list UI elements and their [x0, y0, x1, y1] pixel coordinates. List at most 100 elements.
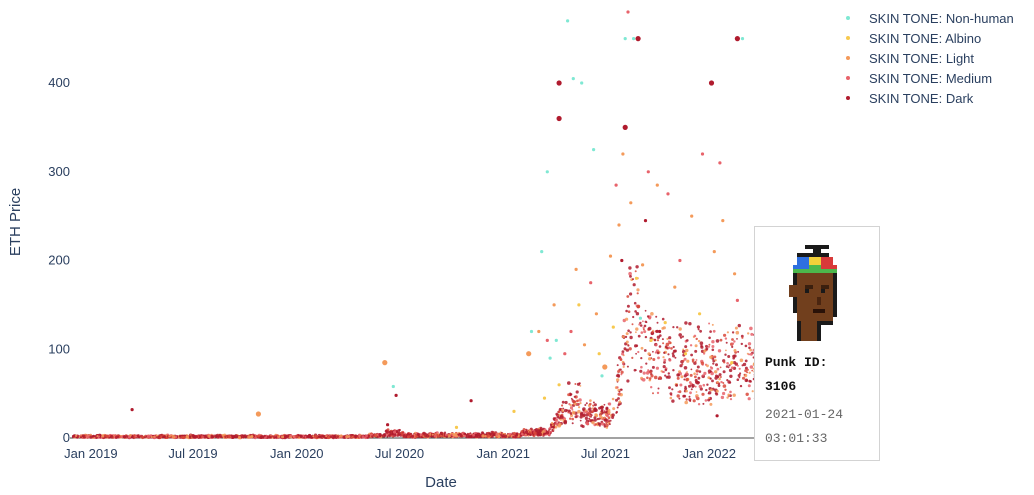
trade-point[interactable]: [748, 346, 751, 350]
trade-point[interactable]: [705, 344, 708, 348]
series-point[interactable]: [715, 414, 719, 418]
trade-point[interactable]: [690, 368, 693, 371]
trade-point[interactable]: [416, 432, 420, 436]
trade-point[interactable]: [684, 345, 688, 349]
trade-point[interactable]: [424, 434, 427, 438]
trade-point[interactable]: [155, 436, 159, 439]
trade-point[interactable]: [703, 371, 707, 375]
trade-point[interactable]: [694, 360, 697, 363]
trade-point[interactable]: [718, 373, 722, 377]
trade-point[interactable]: [150, 435, 153, 439]
trade-point[interactable]: [727, 355, 731, 358]
trade-point[interactable]: [709, 402, 713, 406]
trade-point[interactable]: [625, 317, 629, 321]
trade-point[interactable]: [637, 350, 640, 354]
trade-point[interactable]: [650, 386, 653, 389]
trade-point[interactable]: [678, 390, 682, 394]
trade-point[interactable]: [625, 332, 629, 336]
trade-point[interactable]: [726, 396, 729, 399]
trade-point[interactable]: [591, 420, 595, 425]
series-point[interactable]: [529, 329, 534, 334]
trade-point[interactable]: [529, 433, 532, 437]
trade-point[interactable]: [520, 434, 522, 437]
trade-point[interactable]: [697, 403, 701, 406]
series-point[interactable]: [740, 37, 745, 41]
trade-point[interactable]: [747, 342, 752, 346]
trade-point[interactable]: [591, 407, 594, 410]
trade-point[interactable]: [617, 403, 620, 407]
trade-point[interactable]: [607, 408, 611, 412]
trade-point[interactable]: [592, 401, 595, 404]
trade-point[interactable]: [543, 428, 547, 431]
trade-point[interactable]: [578, 406, 581, 409]
trade-point[interactable]: [706, 364, 709, 368]
trade-point[interactable]: [407, 435, 410, 439]
trade-point[interactable]: [661, 338, 664, 341]
trade-point[interactable]: [657, 356, 660, 360]
trade-point[interactable]: [561, 408, 564, 411]
trade-point[interactable]: [605, 423, 609, 428]
trade-point[interactable]: [677, 390, 680, 393]
trade-point[interactable]: [748, 371, 751, 374]
trade-point[interactable]: [210, 434, 214, 439]
trade-point[interactable]: [558, 423, 562, 427]
trade-point[interactable]: [726, 331, 730, 334]
trade-point[interactable]: [616, 364, 619, 367]
trade-point[interactable]: [115, 435, 118, 439]
trade-point[interactable]: [158, 435, 161, 438]
trade-point[interactable]: [672, 345, 675, 349]
trade-point[interactable]: [708, 397, 711, 399]
trade-point[interactable]: [207, 434, 211, 438]
trade-point[interactable]: [276, 434, 279, 437]
trade-point[interactable]: [419, 433, 423, 437]
legend-item-non-human[interactable]: SKIN TONE: Non-human: [842, 8, 1014, 28]
trade-point[interactable]: [168, 435, 171, 438]
trade-point[interactable]: [431, 433, 434, 436]
series-point[interactable]: [629, 201, 633, 205]
trade-point[interactable]: [697, 339, 701, 343]
trade-point[interactable]: [704, 399, 708, 402]
trade-point[interactable]: [667, 353, 670, 356]
trade-point[interactable]: [641, 378, 646, 382]
trade-point[interactable]: [716, 375, 720, 379]
trade-point[interactable]: [732, 393, 736, 397]
trade-point[interactable]: [555, 422, 559, 426]
trade-point[interactable]: [649, 370, 652, 374]
trade-point[interactable]: [674, 356, 677, 359]
trade-point[interactable]: [722, 384, 727, 388]
trade-point[interactable]: [747, 384, 751, 388]
trade-point[interactable]: [163, 435, 166, 439]
trade-point[interactable]: [739, 384, 743, 388]
trade-point[interactable]: [615, 410, 618, 414]
series-point[interactable]: [638, 316, 643, 320]
trade-point[interactable]: [667, 372, 670, 375]
series-point[interactable]: [683, 352, 688, 356]
trade-point[interactable]: [675, 384, 678, 387]
trade-point[interactable]: [577, 409, 581, 414]
series-point[interactable]: [582, 343, 587, 347]
trade-point[interactable]: [588, 417, 591, 420]
trade-point[interactable]: [554, 418, 559, 423]
trade-point[interactable]: [72, 435, 76, 438]
trade-point[interactable]: [625, 348, 630, 352]
trade-point[interactable]: [648, 357, 652, 361]
trade-point[interactable]: [554, 425, 558, 429]
trade-point[interactable]: [488, 432, 491, 434]
trade-point[interactable]: [122, 435, 126, 439]
trade-point[interactable]: [569, 406, 574, 410]
series-point[interactable]: [552, 303, 556, 307]
series-point[interactable]: [622, 124, 628, 130]
trade-point[interactable]: [656, 391, 660, 395]
trade-point[interactable]: [569, 417, 572, 420]
trade-point[interactable]: [627, 344, 630, 347]
trade-point[interactable]: [629, 292, 633, 296]
trade-point[interactable]: [105, 434, 109, 438]
trade-point[interactable]: [647, 369, 650, 372]
trade-point[interactable]: [611, 413, 615, 417]
trade-point[interactable]: [685, 348, 689, 353]
trade-point[interactable]: [722, 370, 726, 374]
trade-point[interactable]: [571, 422, 574, 425]
trade-point[interactable]: [601, 418, 604, 421]
trade-point[interactable]: [466, 432, 469, 435]
series-point[interactable]: [545, 338, 549, 342]
